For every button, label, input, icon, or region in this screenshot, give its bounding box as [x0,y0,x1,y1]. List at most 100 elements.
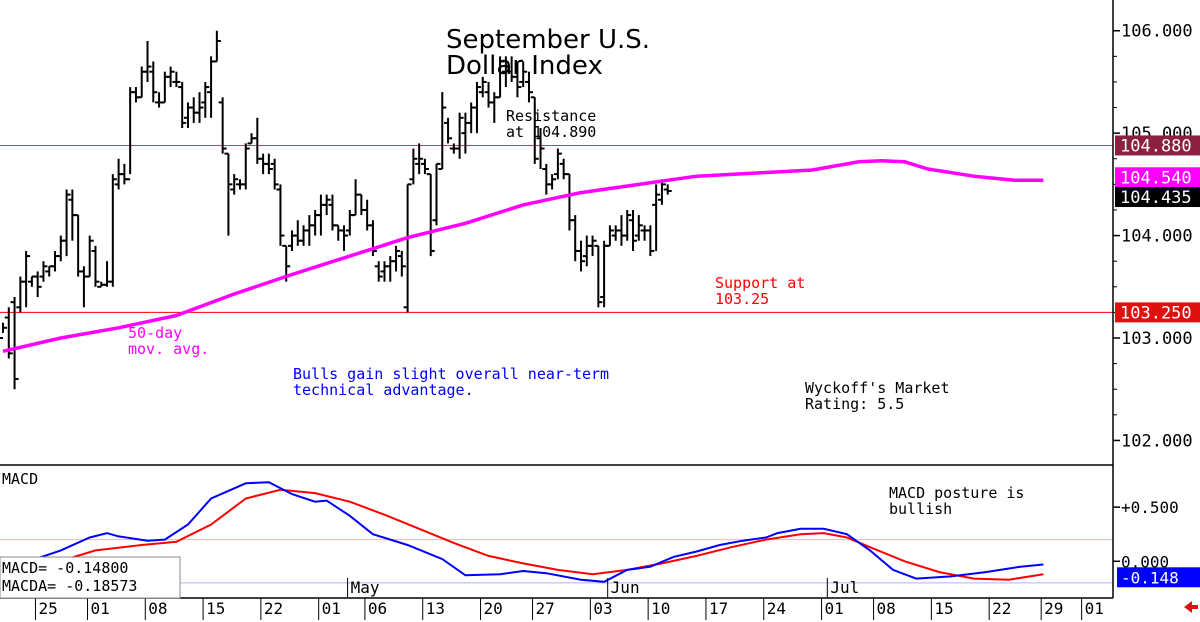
time-tick-label: 27 [536,599,555,618]
ohlc-bar [663,184,672,195]
resistance-annotation-line: Resistance [506,107,596,125]
ohlc-bar [357,193,366,216]
ohlc-bar [392,245,401,272]
last-price-box-text: 104.435 [1120,188,1192,208]
macd-readout-macd: MACD= -0.14800 [2,559,128,577]
ohlc-bar [218,97,227,154]
ohlc-bar [74,214,83,277]
ohlc-bar [316,194,325,236]
ohlc-bar [155,92,164,108]
ohlc-bar [293,220,302,246]
ohlc-bar [212,30,221,63]
ohlc-bar [264,153,273,175]
annotations: September U.S. Dollar Index Resistance at 1… [0,25,1024,599]
time-tick-label: 01 [322,599,341,618]
rating-annotation: Wyckoff's Market Rating: 5.5 [805,379,950,413]
ohlc-bar [455,112,464,159]
bulls-annotation: Bulls gain slight overall near-term techn… [293,365,609,399]
ohlc-bar [380,261,389,282]
ohlc-bar [27,275,36,287]
time-tick-label: 06 [368,599,387,618]
ohlc-bar [571,215,580,262]
ohlc-bar [513,61,522,98]
macd-annotation-line: bullish [889,500,952,518]
ohlc-bar [415,143,424,175]
last-price-box: 104.435 [1115,187,1200,208]
ohlc-bar [536,128,545,170]
ohlc-bar [611,225,620,241]
ohlc-bar [270,158,279,190]
ohlc-bar [299,225,308,246]
ohlc-bar [600,240,609,308]
ohlc-bar [172,71,181,88]
ohlc-bar [386,256,395,282]
ohlc-bar [322,194,331,216]
support-price-box: 103.250 [1115,302,1200,323]
ohlc-bar [276,184,285,246]
ohlc-bar [51,250,60,272]
price-tick-label: 102.000 [1121,431,1193,451]
ohlc-bar [623,209,632,241]
time-tick-label: 22 [264,599,283,618]
ohlc-bar [484,81,493,108]
ohlc-bar [657,179,666,205]
price-tick-label: 103.000 [1121,329,1193,349]
ohlc-bar [305,215,314,246]
ohlc-bar [565,173,574,231]
macd-last-text: -0.148 [1121,568,1179,587]
ohlc-bar [224,152,233,236]
time-tick-label: 17 [709,599,728,618]
time-tick-label: 10 [651,599,670,618]
ma-price-box-bg [1115,167,1200,188]
ohlc-bar [374,261,383,282]
rating-annotation-line: Wyckoff's Market [805,379,950,397]
ohlc-bar [478,76,487,98]
ma-annotation-line: mov. avg. [128,340,209,358]
ohlc-bar [548,174,557,190]
time-tick-label: 29 [1044,599,1063,618]
ohlc-bar [420,158,429,175]
time-tick-label: 08 [877,599,896,618]
month-label: Jun [611,578,640,597]
price-tick-label: 106.000 [1121,22,1193,42]
ohlc-bar [143,40,152,82]
macd-line [2,481,1044,583]
support-annotation: Support at 103.25 [715,274,805,308]
resistance-price-box: 104.880 [1115,135,1200,156]
ohlc-bar [103,261,112,287]
ohlc-bar [634,215,643,241]
ma-annotation: 50-day mov. avg. [128,324,209,358]
ohlc-bar [178,81,187,129]
ohlc-bar [33,271,42,298]
ohlc-bar [189,97,198,123]
ohlc-bar [496,56,505,99]
ohlc-bar [524,71,533,103]
ohlc-bar [530,96,539,164]
ohlc-bar [56,235,65,262]
time-tick-label: 15 [206,599,225,618]
resistance-annotation-line: at 104.890 [506,123,596,141]
ma-price-box: 104.540 [1115,167,1200,188]
price-tick-label: 104.000 [1121,227,1193,247]
rating-annotation-line: Rating: 5.5 [805,395,904,413]
support-price-box-text: 103.250 [1120,303,1192,323]
ohlc-bar [22,250,31,308]
time-tick-label: 01 [1085,599,1104,618]
ohlc-bar [519,61,528,88]
support-annotation-line: Support at [715,274,805,292]
time-tick-label: 01 [90,599,109,618]
macd-title: MACD [2,470,38,488]
chart-title-line: Dollar Index [446,51,603,81]
month-label: Jul [830,578,859,597]
macd-panel [0,481,1113,584]
ohlc-bar [131,87,140,103]
last-price-box-bg [1115,187,1200,208]
ohlc-bar [108,174,117,287]
macd-readout-bg [0,556,181,599]
ohlc-bar [553,148,562,180]
support-price-box-bg [1115,302,1200,323]
time-tick-label: 03 [593,599,612,618]
ohlc-bar [409,148,418,185]
time-tick-label: 08 [148,599,167,618]
